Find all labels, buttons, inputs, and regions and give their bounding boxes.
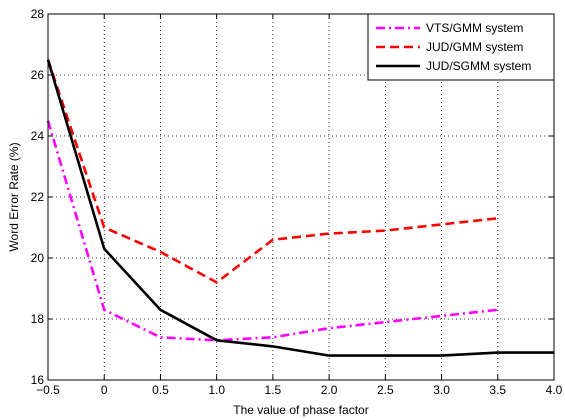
x-tick-label: −0.5: [36, 383, 60, 397]
y-tick-label: 22: [31, 190, 45, 204]
legend-label: JUD/GMM system: [426, 40, 523, 54]
y-tick-label: 20: [31, 251, 45, 265]
grid: [48, 14, 554, 380]
series-lines: [46, 59, 554, 357]
x-tick-label: 4.0: [546, 383, 563, 397]
x-tick-label: 0.5: [152, 383, 169, 397]
y-tick-label: 28: [31, 7, 45, 21]
legend-label: JUD/SGMM system: [426, 59, 531, 73]
axis-ticks: −0.5 0 0.5 1.0 1.5 2.0 2.5 3.0 3.5 4.0 16 18 20 22 24 2…: [31, 7, 563, 397]
y-tick-label: 16: [31, 373, 45, 387]
x-tick-label: 3.0: [433, 383, 450, 397]
legend: VTS/GMM system JUD/GMM system JUD/SGMM sys…: [367, 13, 555, 81]
x-axis-label: The value of phase factor: [233, 403, 368, 417]
series-line-3: [46, 59, 554, 357]
y-tick-label: 18: [31, 312, 45, 326]
series-line-2: [46, 59, 498, 284]
x-tick-label: 2.0: [321, 383, 338, 397]
x-tick-label: 2.5: [377, 383, 394, 397]
y-tick-label: 26: [31, 68, 45, 82]
x-tick-label: 0: [101, 383, 108, 397]
y-tick-label: 24: [31, 129, 45, 143]
x-tick-label: 3.5: [489, 383, 506, 397]
x-tick-label: 1.0: [208, 383, 225, 397]
x-tick-label: 1.5: [265, 383, 282, 397]
legend-label: VTS/GMM system: [426, 21, 523, 35]
y-axis-label: Word Error Rate (%): [7, 142, 21, 251]
